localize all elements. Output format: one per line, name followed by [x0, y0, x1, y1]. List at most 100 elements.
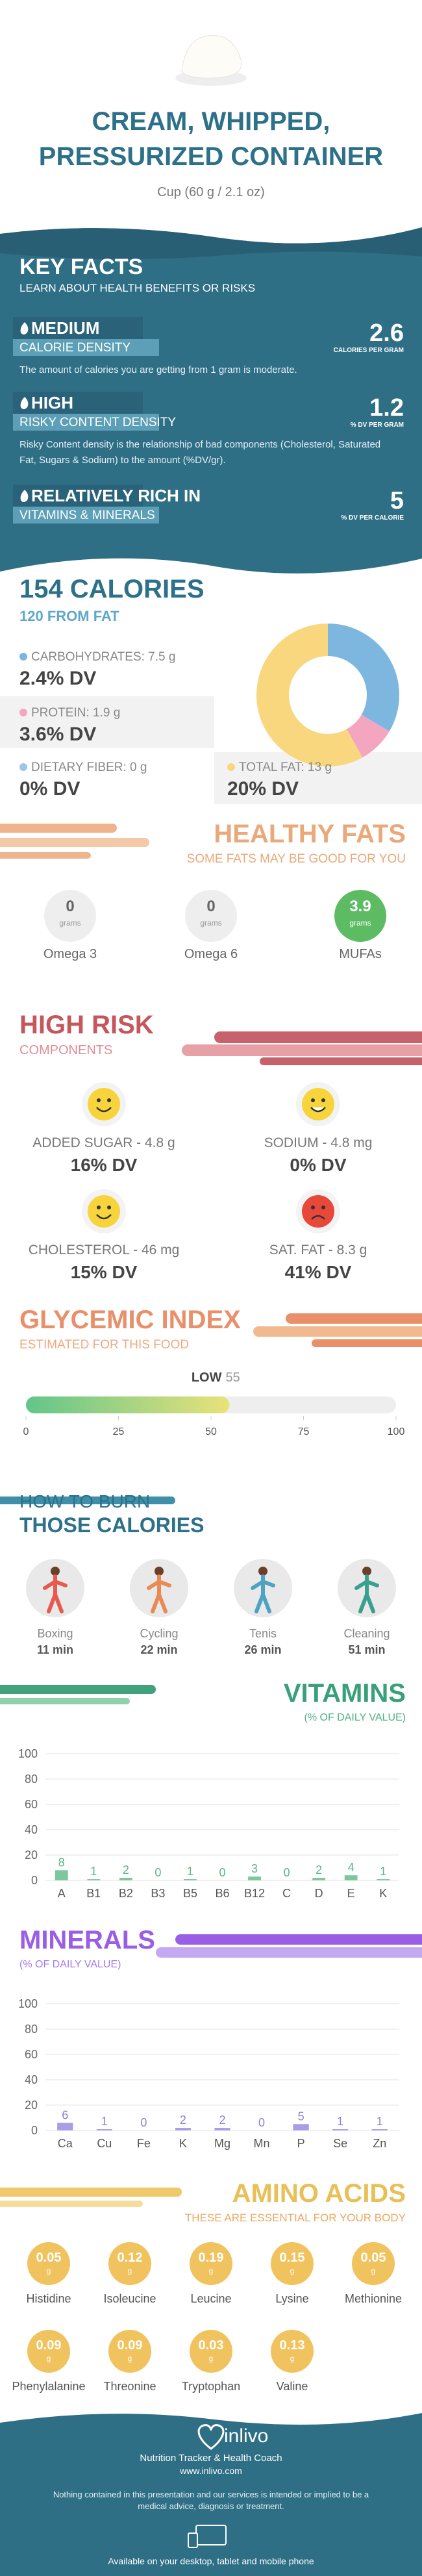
risk-label: SODIUM - 4.8 mg — [264, 1135, 373, 1150]
amino-unit: g — [127, 2266, 132, 2275]
fact-icon — [20, 322, 29, 335]
bar — [248, 1876, 261, 1880]
bar — [332, 2129, 349, 2130]
fat-name: MUFAs — [339, 947, 382, 961]
fat-value: 0 — [66, 898, 75, 915]
section-subtitle: SOME FATS MAY BE GOOD FOR YOU — [186, 852, 406, 866]
y-tick-label: 80 — [25, 1773, 38, 1786]
y-tick-label: 60 — [25, 1798, 38, 1811]
activity-time: 51 min — [348, 1643, 386, 1656]
amino-name: Tryptophan — [181, 2380, 241, 2393]
x-tick-label: Mn — [254, 2137, 270, 2150]
activity-time: 11 min — [36, 1643, 74, 1656]
activity-time: 26 min — [244, 1643, 282, 1656]
bar — [96, 2129, 112, 2130]
tick-label: 0 — [23, 1426, 29, 1437]
x-tick-label: K — [179, 2137, 187, 2150]
fact-description: The amount of calories you are getting f… — [19, 364, 297, 375]
bar — [55, 1870, 68, 1880]
mouth — [310, 1107, 326, 1113]
y-tick-label: 60 — [25, 2048, 38, 2061]
fat-unit: grams — [200, 918, 222, 928]
figure-body — [251, 1574, 275, 1613]
fact-label: VITAMINS & MINERALS — [19, 509, 155, 522]
value-label: 4 — [348, 1861, 354, 1874]
face — [88, 1088, 120, 1120]
nutrient-dot — [19, 709, 27, 716]
calories-title: 154 CALORIES — [19, 575, 205, 603]
fat-value: 3.9 — [349, 898, 371, 915]
amino-unit: g — [290, 2354, 295, 2363]
title: CREAM, WHIPPED, PRESSURIZED CONTAINER — [38, 107, 384, 171]
eye — [311, 1098, 315, 1102]
tick-label: 75 — [297, 1426, 310, 1437]
stripe — [182, 1044, 422, 1056]
value-label: 2 — [123, 1863, 129, 1876]
figure-body — [43, 1574, 68, 1613]
footer-band — [0, 2413, 422, 2576]
amino-value: 0.19 — [198, 2251, 224, 2265]
amino-value: 0.15 — [279, 2251, 305, 2265]
stripe — [0, 1685, 156, 1694]
tick-label: 50 — [205, 1426, 217, 1437]
value-label: 2 — [316, 1863, 322, 1876]
stripe — [175, 1934, 422, 1945]
fact-label: RISKY CONTENT DENSITY — [19, 416, 177, 429]
label-box — [13, 507, 159, 524]
nutrient-dv: 20% DV — [227, 778, 299, 800]
x-tick-label: Cu — [97, 2137, 112, 2150]
y-tick-label: 100 — [18, 1747, 38, 1760]
value-label: 1 — [101, 2115, 108, 2128]
figure-body — [354, 1574, 379, 1613]
stripe — [0, 2188, 182, 2197]
figure-body — [147, 1574, 171, 1613]
fact-level: HIGH — [31, 393, 73, 412]
eye — [321, 1098, 325, 1102]
donut-segment — [346, 714, 390, 758]
risk-label: SAT. FAT - 8.3 g — [269, 1243, 367, 1257]
x-tick-label: P — [297, 2137, 305, 2150]
mouth — [311, 1215, 325, 1220]
amino-unit: g — [290, 2266, 295, 2275]
amino-name: Histidine — [26, 2292, 71, 2305]
nutrient-dot — [19, 763, 27, 771]
fat-unit: grams — [59, 918, 81, 928]
section-subtitle: THESE ARE ESSENTIAL FOR YOUR BODY — [184, 2212, 406, 2224]
eye — [311, 1206, 315, 1209]
amino-name: Lysine — [275, 2292, 309, 2305]
amino-name: Isoleucine — [103, 2292, 156, 2305]
fact-value: 1.2 — [369, 394, 404, 422]
section-subtitle: (% OF DAILY VALUE) — [304, 1712, 406, 1723]
section-subtitle: (% OF DAILY VALUE) — [19, 1959, 121, 1970]
amino-circle — [190, 2242, 232, 2285]
value-label: 0 — [219, 1866, 225, 1879]
risk-label: CHOLESTEROL - 46 mg — [28, 1243, 180, 1257]
value-label: 2 — [180, 2114, 186, 2127]
value-label: 8 — [58, 1856, 65, 1869]
x-tick-label: B3 — [151, 1887, 165, 1900]
amino-unit: g — [371, 2266, 376, 2275]
amino-circle — [27, 2330, 70, 2373]
bar — [371, 2129, 388, 2130]
bar — [87, 1879, 101, 1880]
face — [302, 1195, 334, 1228]
fact-unit: % DV PER GRAM — [350, 422, 404, 429]
y-tick-label: 0 — [31, 1874, 38, 1887]
glycemic-level: LOW — [191, 1370, 222, 1385]
label-box — [13, 414, 159, 431]
fat-value: 0 — [206, 898, 216, 915]
fat-circle — [185, 890, 237, 942]
x-tick-label: B1 — [86, 1887, 101, 1900]
logo-heart — [197, 2424, 225, 2450]
bar — [119, 1878, 132, 1880]
section-subtitle: LEARN ABOUT HEALTH BENEFITS OR RISKS — [19, 282, 256, 294]
level-box — [13, 317, 143, 339]
x-tick-label: Se — [333, 2137, 347, 2150]
y-tick-label: 80 — [25, 2023, 38, 2036]
value-label: 0 — [284, 1866, 290, 1879]
fat-circle — [44, 890, 96, 942]
activity-name: Boxing — [37, 1627, 73, 1640]
fat-name: Omega 6 — [184, 947, 238, 961]
x-tick-label: Mg — [214, 2137, 230, 2150]
